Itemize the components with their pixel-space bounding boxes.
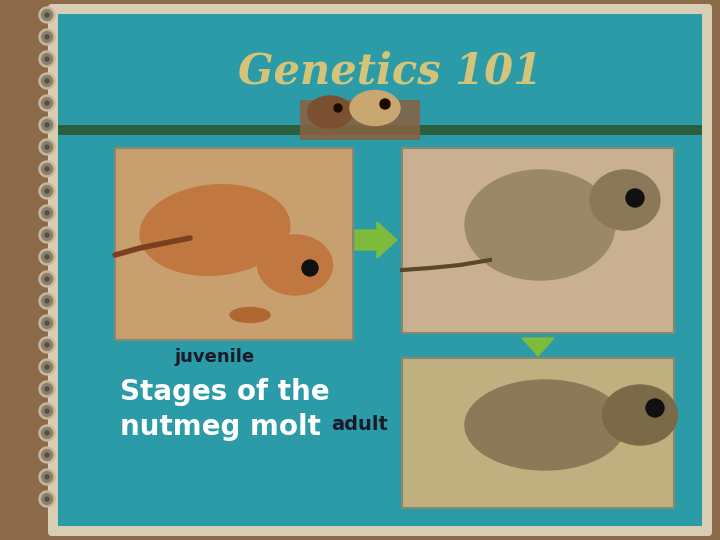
Circle shape bbox=[39, 249, 55, 265]
Bar bbox=[402, 148, 674, 333]
Circle shape bbox=[42, 207, 53, 219]
FancyArrow shape bbox=[522, 338, 554, 356]
Circle shape bbox=[646, 399, 664, 417]
Circle shape bbox=[45, 189, 49, 193]
Ellipse shape bbox=[230, 307, 270, 322]
Circle shape bbox=[39, 359, 55, 375]
Circle shape bbox=[39, 117, 55, 133]
Bar bbox=[58, 14, 702, 125]
Bar bbox=[58, 14, 702, 526]
Ellipse shape bbox=[465, 380, 625, 470]
Circle shape bbox=[42, 406, 53, 416]
Ellipse shape bbox=[307, 96, 353, 128]
Bar bbox=[402, 358, 674, 508]
Circle shape bbox=[42, 340, 53, 350]
Circle shape bbox=[39, 425, 55, 441]
Bar bbox=[300, 100, 420, 140]
Circle shape bbox=[45, 343, 49, 347]
Circle shape bbox=[45, 101, 49, 105]
Circle shape bbox=[39, 271, 55, 287]
Text: juvenile: juvenile bbox=[175, 348, 255, 366]
Circle shape bbox=[39, 447, 55, 463]
Circle shape bbox=[42, 252, 53, 262]
Circle shape bbox=[45, 321, 49, 325]
Circle shape bbox=[39, 469, 55, 485]
Circle shape bbox=[39, 7, 55, 23]
FancyArrow shape bbox=[355, 222, 397, 258]
Circle shape bbox=[45, 255, 49, 259]
Circle shape bbox=[39, 95, 55, 111]
Circle shape bbox=[42, 428, 53, 438]
Circle shape bbox=[45, 35, 49, 39]
Circle shape bbox=[45, 145, 49, 149]
Circle shape bbox=[45, 123, 49, 127]
Circle shape bbox=[39, 491, 55, 507]
Circle shape bbox=[39, 315, 55, 331]
Circle shape bbox=[45, 277, 49, 281]
Circle shape bbox=[45, 497, 49, 501]
Circle shape bbox=[45, 57, 49, 61]
Circle shape bbox=[45, 233, 49, 237]
Circle shape bbox=[42, 361, 53, 373]
Circle shape bbox=[39, 73, 55, 89]
Circle shape bbox=[45, 211, 49, 215]
Circle shape bbox=[380, 99, 390, 109]
Circle shape bbox=[42, 318, 53, 328]
Circle shape bbox=[42, 383, 53, 395]
Circle shape bbox=[39, 139, 55, 155]
Circle shape bbox=[39, 51, 55, 67]
Circle shape bbox=[45, 365, 49, 369]
Circle shape bbox=[45, 409, 49, 413]
Bar bbox=[115, 148, 353, 340]
Circle shape bbox=[42, 31, 53, 43]
Circle shape bbox=[42, 53, 53, 64]
Circle shape bbox=[42, 98, 53, 109]
Circle shape bbox=[39, 381, 55, 397]
Circle shape bbox=[42, 273, 53, 285]
Circle shape bbox=[45, 431, 49, 435]
Circle shape bbox=[39, 161, 55, 177]
Circle shape bbox=[42, 10, 53, 21]
Ellipse shape bbox=[140, 185, 290, 275]
Circle shape bbox=[42, 471, 53, 483]
Circle shape bbox=[39, 205, 55, 221]
Circle shape bbox=[39, 403, 55, 419]
Circle shape bbox=[626, 189, 644, 207]
Circle shape bbox=[39, 227, 55, 243]
Circle shape bbox=[45, 299, 49, 303]
Text: Genetics 101: Genetics 101 bbox=[238, 51, 542, 93]
Circle shape bbox=[39, 29, 55, 45]
Circle shape bbox=[42, 295, 53, 307]
Ellipse shape bbox=[350, 91, 400, 125]
Circle shape bbox=[42, 230, 53, 240]
Circle shape bbox=[39, 183, 55, 199]
Circle shape bbox=[42, 449, 53, 461]
Circle shape bbox=[42, 119, 53, 131]
Circle shape bbox=[45, 453, 49, 457]
Circle shape bbox=[45, 79, 49, 83]
Circle shape bbox=[42, 494, 53, 504]
Circle shape bbox=[39, 337, 55, 353]
Circle shape bbox=[39, 293, 55, 309]
Ellipse shape bbox=[590, 170, 660, 230]
FancyBboxPatch shape bbox=[48, 4, 712, 536]
Text: Stages of the
nutmeg molt: Stages of the nutmeg molt bbox=[120, 378, 330, 441]
Bar bbox=[58, 125, 702, 135]
Circle shape bbox=[45, 475, 49, 479]
Circle shape bbox=[42, 76, 53, 86]
Circle shape bbox=[42, 141, 53, 152]
Circle shape bbox=[302, 260, 318, 276]
Ellipse shape bbox=[603, 385, 678, 445]
Circle shape bbox=[45, 387, 49, 391]
Ellipse shape bbox=[465, 170, 615, 280]
Ellipse shape bbox=[258, 235, 333, 295]
Circle shape bbox=[42, 186, 53, 197]
Circle shape bbox=[45, 167, 49, 171]
Circle shape bbox=[45, 13, 49, 17]
Circle shape bbox=[334, 104, 342, 112]
Text: adult: adult bbox=[331, 415, 388, 435]
Circle shape bbox=[42, 164, 53, 174]
